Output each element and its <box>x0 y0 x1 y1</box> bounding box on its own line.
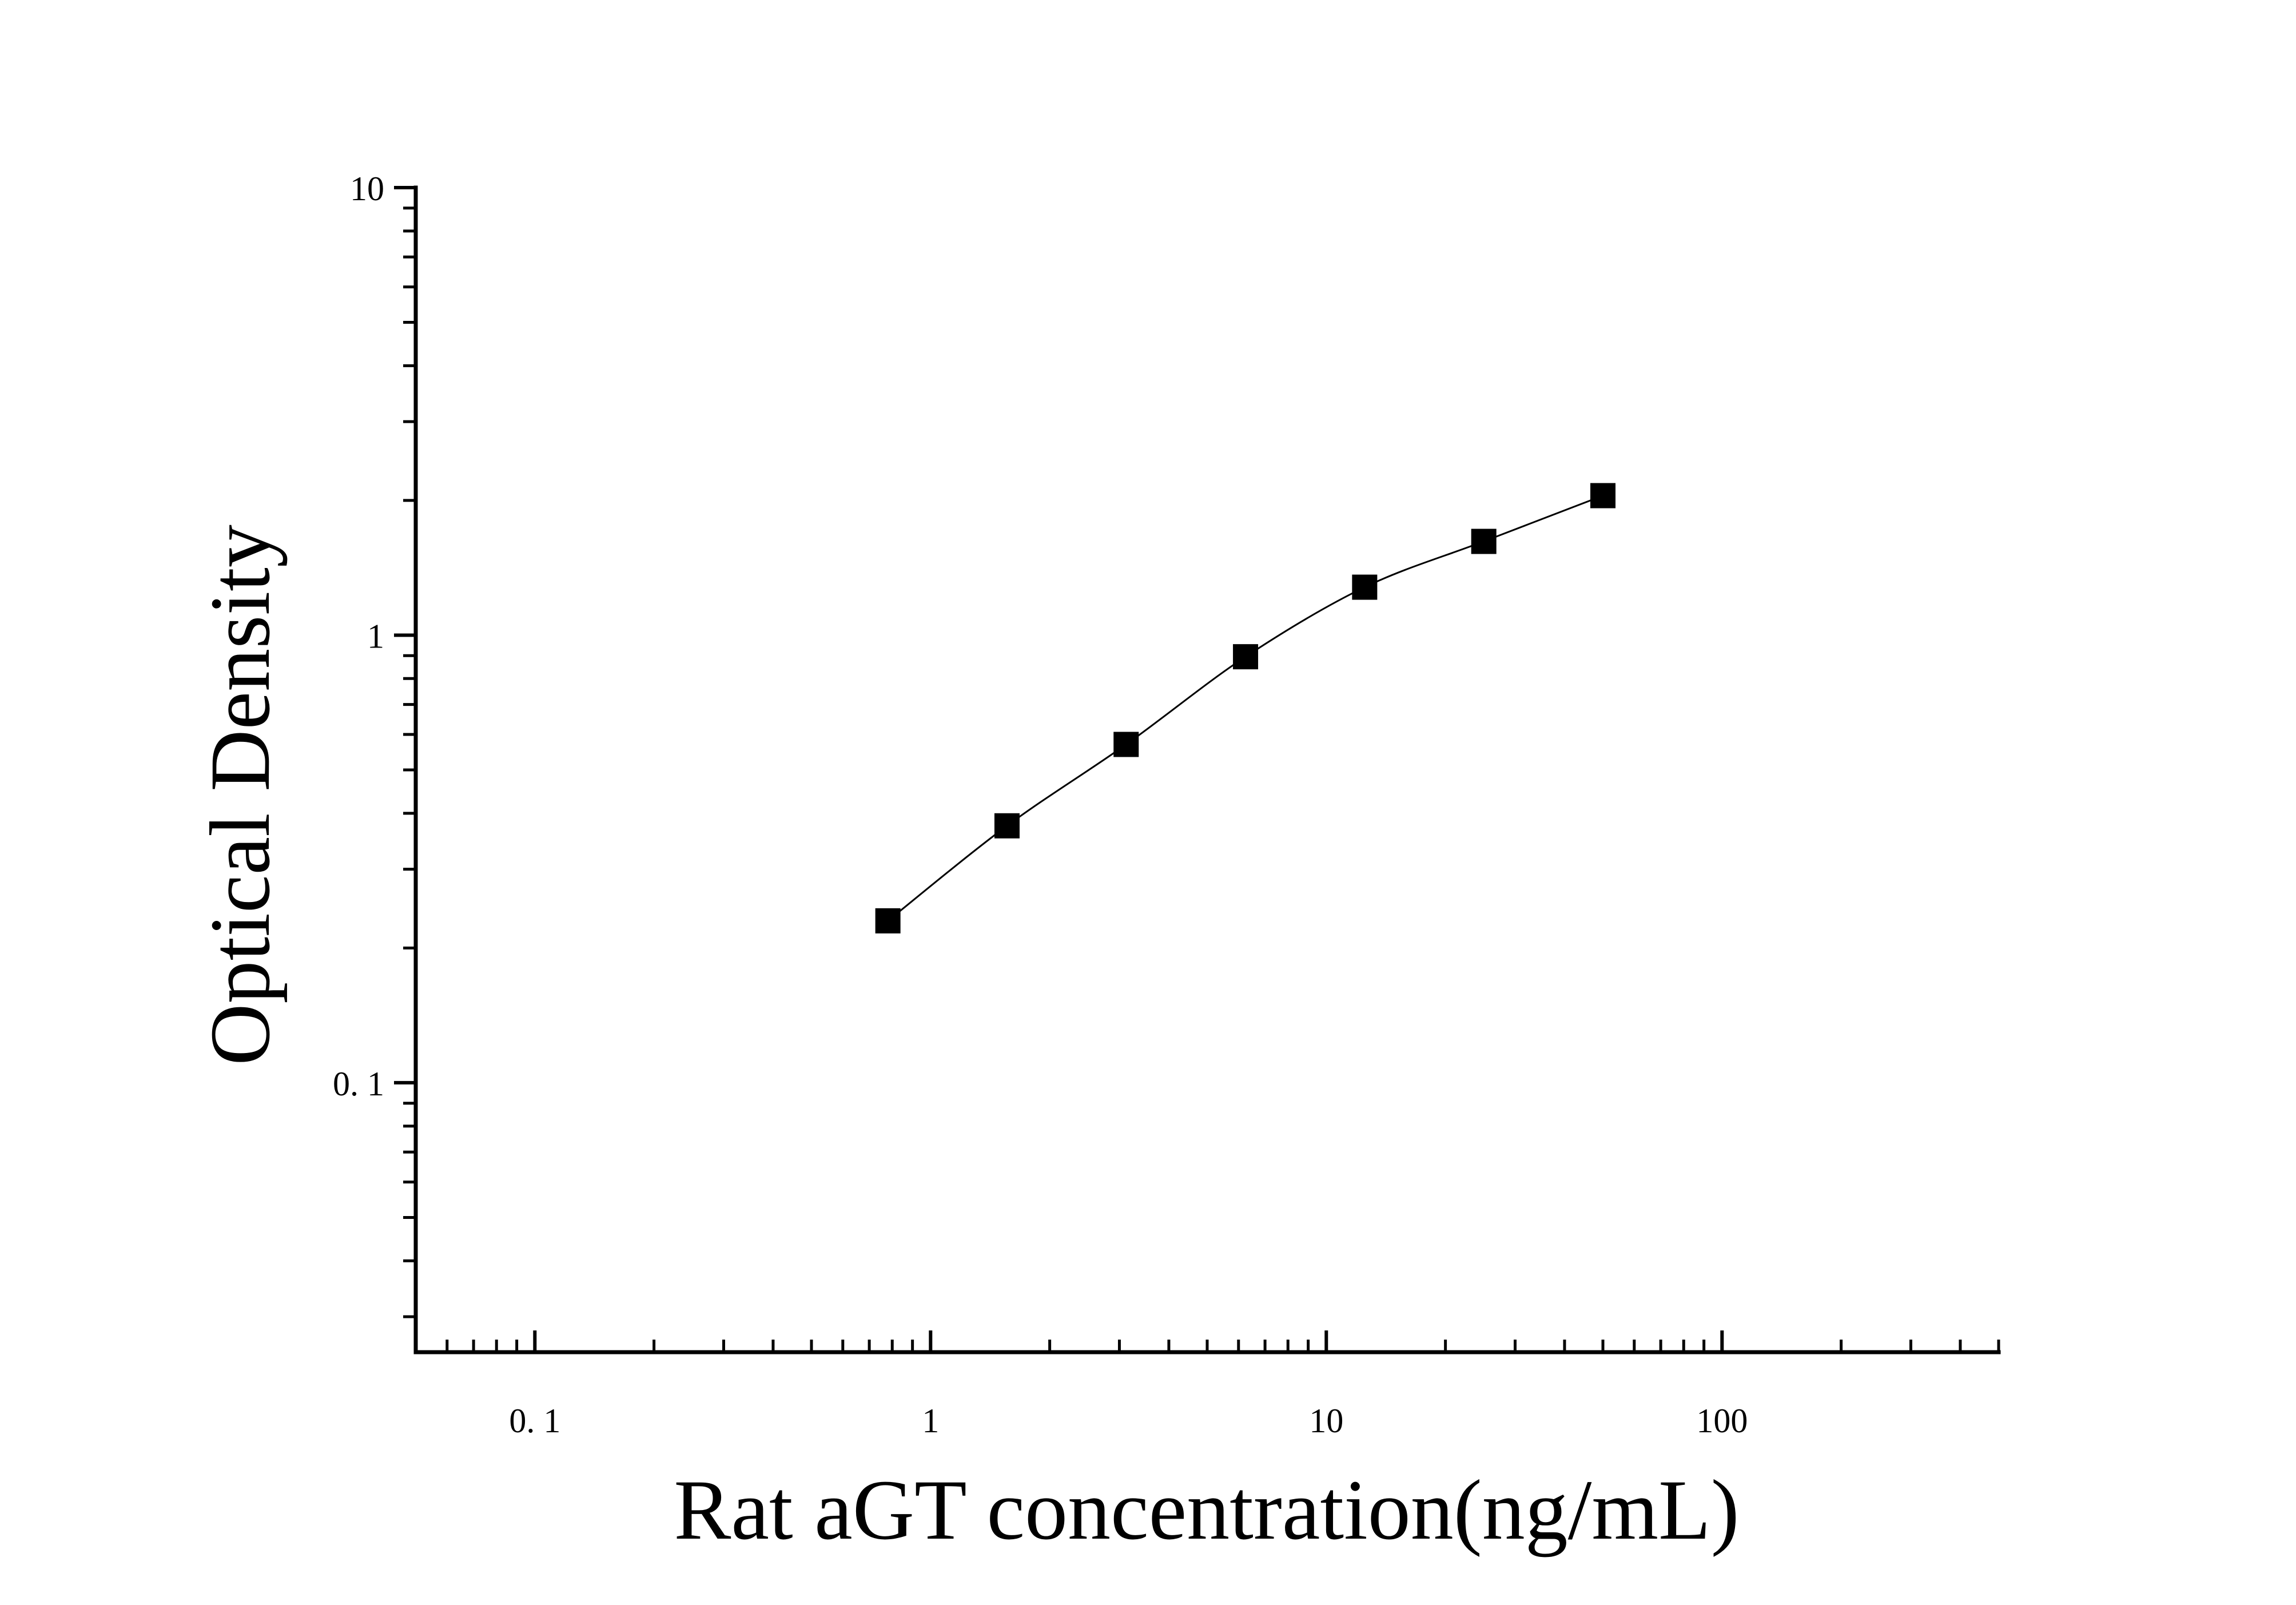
data-point <box>1233 644 1259 670</box>
x-axis-title: Rat aGT concentration(ng/mL) <box>674 1463 1739 1558</box>
data-point <box>1352 574 1378 600</box>
x-tick-label: 1 <box>922 1402 939 1440</box>
y-tick-label: 0. 1 <box>333 1065 384 1103</box>
tick-labels: 0. 1 1 10 100 0. 1 1 10 <box>333 170 1748 1440</box>
fit-curve <box>887 495 1603 922</box>
data-point <box>1471 529 1497 554</box>
y-tick-label: 1 <box>367 617 384 655</box>
data-point <box>1113 732 1139 757</box>
data-point <box>1590 483 1615 508</box>
ticks <box>394 186 2000 1352</box>
axes <box>413 185 2001 1354</box>
x-tick-label: 100 <box>1696 1402 1748 1440</box>
data-point <box>994 813 1020 839</box>
x-tick-label: 0. 1 <box>509 1402 560 1440</box>
data-point <box>875 908 901 933</box>
fit-curve-layer <box>887 495 1603 922</box>
y-tick-label: 10 <box>350 170 384 208</box>
x-tick-label: 10 <box>1309 1402 1343 1440</box>
y-axis-title: Optical Density <box>193 525 288 1066</box>
data-points <box>875 483 1615 933</box>
